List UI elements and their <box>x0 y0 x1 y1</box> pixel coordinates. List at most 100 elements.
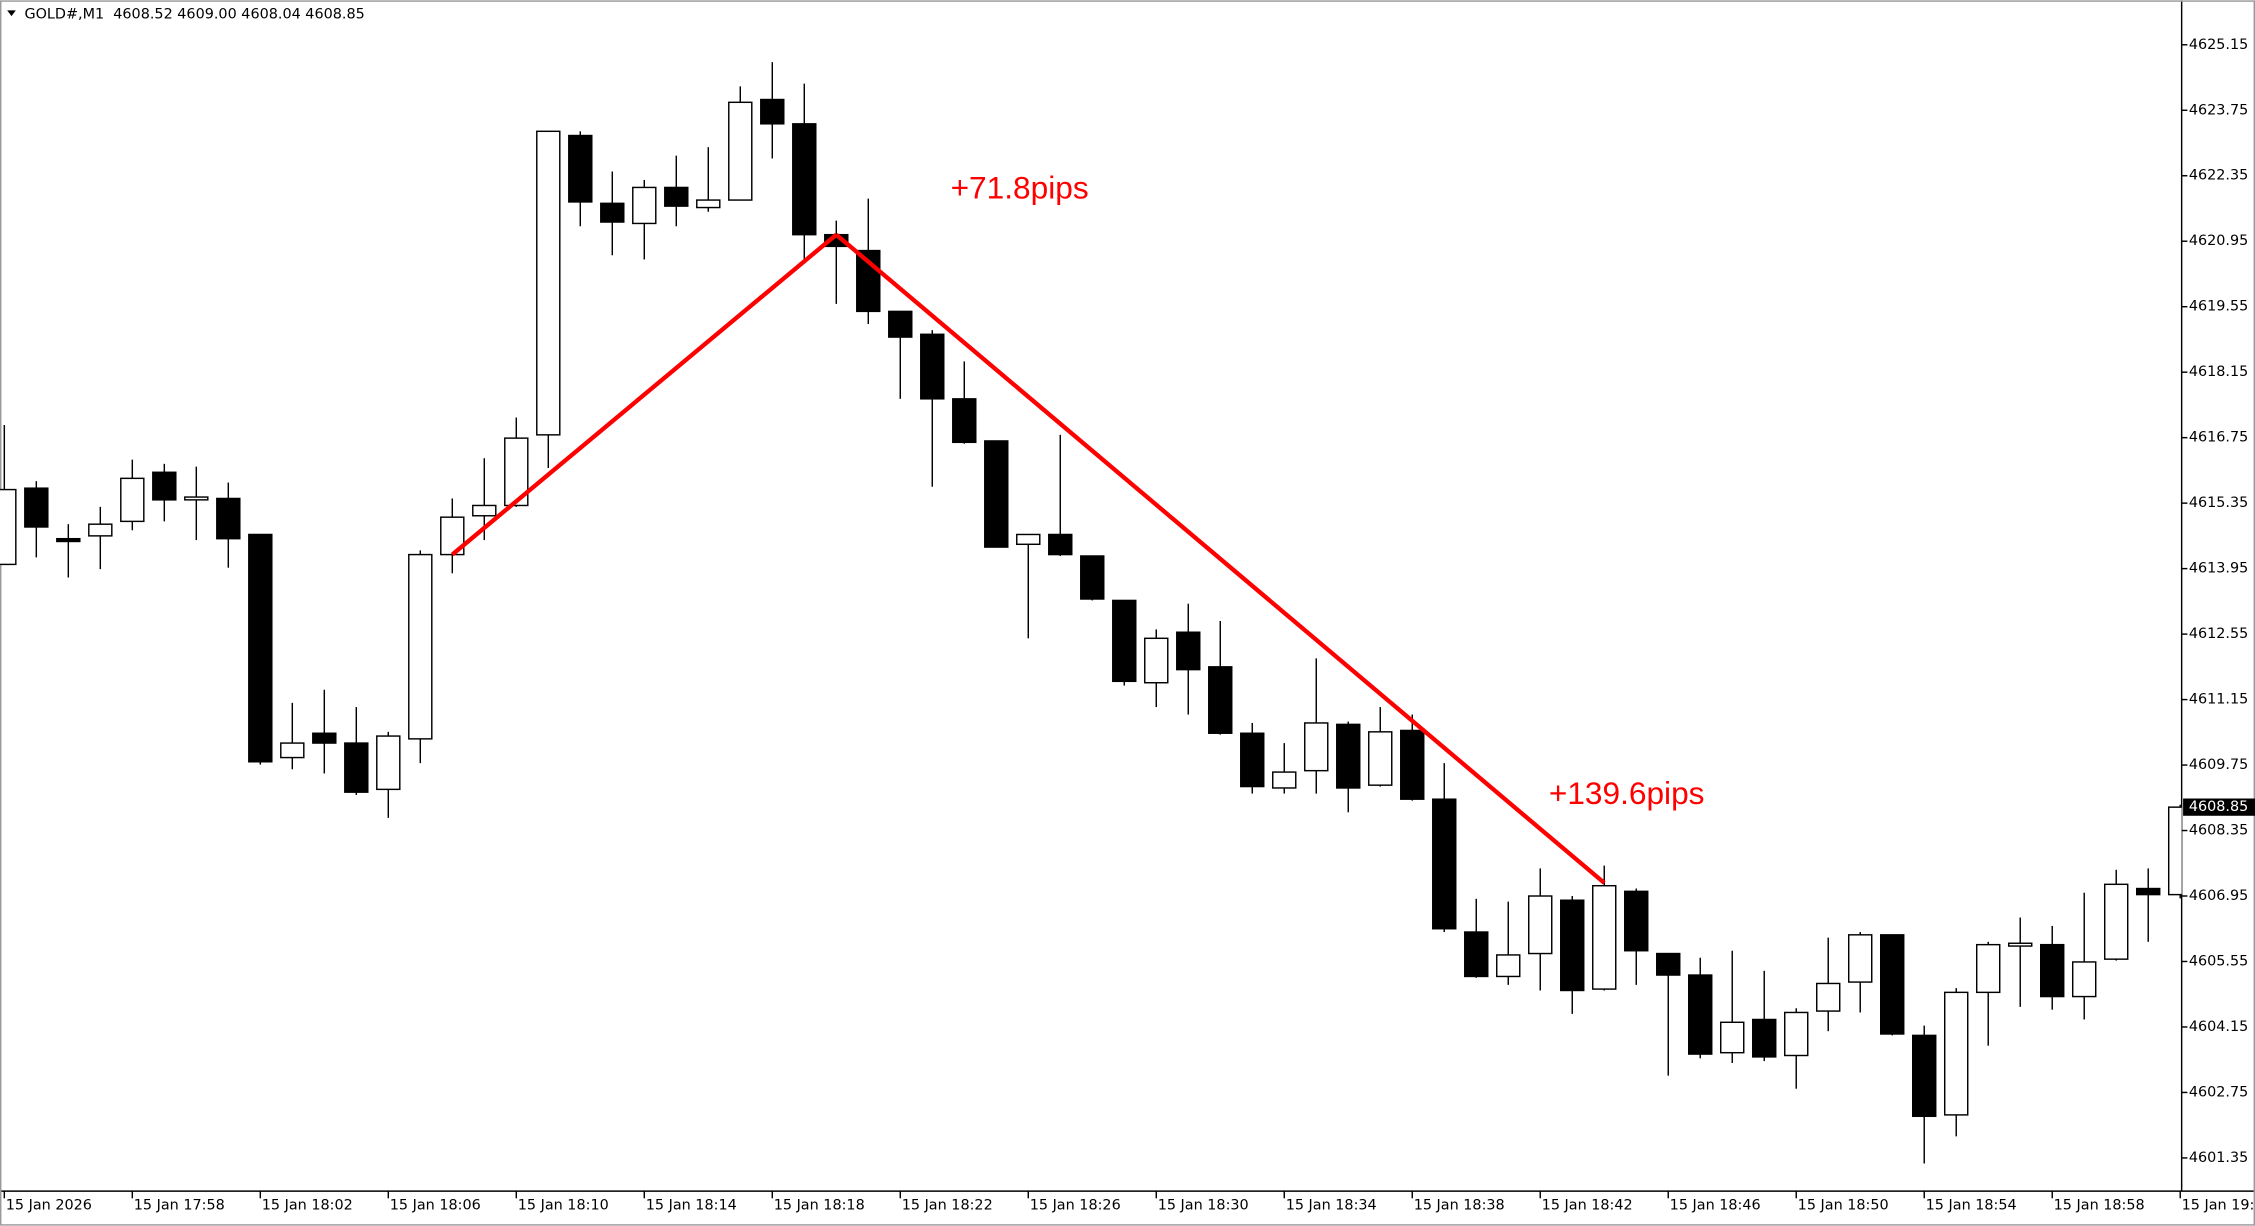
candle-body <box>24 487 49 528</box>
trend-line <box>834 233 1606 885</box>
candle-body <box>536 130 561 436</box>
candle-body <box>920 333 945 400</box>
x-tick-label: 15 Jan 18:34 <box>1286 1198 1377 1214</box>
candle-body <box>792 123 817 236</box>
y-tick-label: 4616.75 <box>2189 430 2248 446</box>
candle-body <box>2167 806 2182 896</box>
candle-body <box>1080 555 1105 600</box>
y-tick-label: 4623.75 <box>2189 102 2248 118</box>
candle-body <box>568 134 593 203</box>
candle-body <box>1528 895 1553 955</box>
candle-body <box>440 516 465 556</box>
y-tick-label: 4612.55 <box>2189 626 2248 642</box>
candle-body <box>1944 991 1969 1116</box>
x-tick-label: 15 Jan 17:58 <box>134 1198 225 1214</box>
candle-body <box>1432 798 1457 930</box>
candle-body <box>1912 1034 1937 1118</box>
candle-body <box>888 310 913 338</box>
x-tick-label: 15 Jan 18:02 <box>262 1198 353 1214</box>
candle-body <box>408 553 433 740</box>
candle-body <box>2071 961 2097 998</box>
candle-body <box>152 471 177 501</box>
y-tick-label: 4615.35 <box>2189 495 2248 511</box>
x-tick-label: 15 Jan 18:26 <box>1030 1198 1121 1214</box>
y-tick-label: 4601.35 <box>2189 1150 2248 1166</box>
annotation: +139.6pips <box>1549 775 1705 811</box>
y-tick-label: 4609.75 <box>2189 757 2248 773</box>
candle-body <box>1144 637 1169 684</box>
candle-body <box>1816 982 1841 1012</box>
candle-body <box>1048 533 1073 556</box>
candle-body <box>1720 1021 1745 1054</box>
candle-body <box>248 533 273 763</box>
candle-body <box>472 504 497 517</box>
trend-line <box>450 233 838 557</box>
y-tick-label: 4605.55 <box>2189 953 2248 969</box>
x-tick-label: 15 Jan 18:10 <box>518 1198 609 1214</box>
x-tick-label: 15 Jan 19:0 <box>2182 1198 2255 1214</box>
candle-body <box>664 186 689 207</box>
candle-body <box>2007 942 2033 947</box>
candle-body <box>1112 599 1137 683</box>
x-tick-label: 15 Jan 18:58 <box>2054 1198 2145 1214</box>
candle-body <box>1880 934 1905 1035</box>
candle-body <box>1784 1011 1809 1057</box>
candle-body <box>1976 943 2001 994</box>
candle-body <box>984 440 1009 548</box>
y-tick-label: 4608.35 <box>2189 823 2248 839</box>
x-tick-label: 15 Jan 18:06 <box>390 1198 481 1214</box>
candle-body <box>1304 722 1329 772</box>
x-tick-label: 15 Jan 2026 <box>6 1198 92 1214</box>
candle-body <box>312 732 337 744</box>
candle-body <box>376 735 401 791</box>
y-tick-label: 4618.15 <box>2189 364 2248 380</box>
y-tick-label: 4611.15 <box>2189 692 2248 708</box>
current-price-label: 4608.85 <box>2189 799 2248 815</box>
candle-body <box>2135 887 2161 896</box>
candle-body <box>632 186 657 225</box>
candle-body <box>1496 954 1521 978</box>
y-tick-label: 4602.75 <box>2189 1084 2248 1100</box>
x-tick-label: 15 Jan 18:42 <box>1542 1198 1633 1214</box>
x-tick-label: 15 Jan 18:18 <box>774 1198 865 1214</box>
candle-body <box>184 496 209 501</box>
candle-body <box>120 477 145 523</box>
x-tick-label: 15 Jan 18:38 <box>1414 1198 1505 1214</box>
candle-body <box>1016 533 1041 546</box>
y-tick-label: 4619.55 <box>2189 299 2248 315</box>
candle-body <box>1752 1018 1777 1058</box>
candle-body <box>1592 885 1617 990</box>
x-tick-label: 15 Jan 18:14 <box>646 1198 737 1214</box>
candle-body <box>1464 931 1489 978</box>
annotation: +71.8pips <box>951 170 1089 206</box>
x-tick-label: 15 Jan 18:46 <box>1670 1198 1761 1214</box>
candle-body <box>504 437 529 507</box>
candle-body <box>1176 631 1201 671</box>
candle-body <box>728 101 753 201</box>
y-tick-label: 4613.95 <box>2189 561 2248 577</box>
candle-body <box>2103 883 2129 960</box>
y-tick-label: 4606.95 <box>2189 888 2248 904</box>
candle-body <box>88 523 113 537</box>
candle-body <box>1848 934 1873 983</box>
candle-body <box>1240 732 1265 788</box>
candle-body <box>1208 666 1233 734</box>
candle-body <box>1656 952 1681 976</box>
x-tick-label: 15 Jan 18:50 <box>1798 1198 1889 1214</box>
current-price-marker <box>2183 798 2255 816</box>
y-tick-label: 4620.95 <box>2189 233 2248 249</box>
candle-body <box>600 202 625 223</box>
candle-body <box>344 742 369 793</box>
candle-body <box>1368 731 1393 786</box>
candle-body <box>0 488 17 566</box>
candle-body <box>1336 723 1361 789</box>
candle-body <box>1624 890 1649 952</box>
candle-body <box>56 537 81 543</box>
candle-body <box>696 199 721 209</box>
candle-body <box>1272 771 1297 789</box>
plot-area <box>0 62 2182 1164</box>
candle-body <box>952 398 977 444</box>
